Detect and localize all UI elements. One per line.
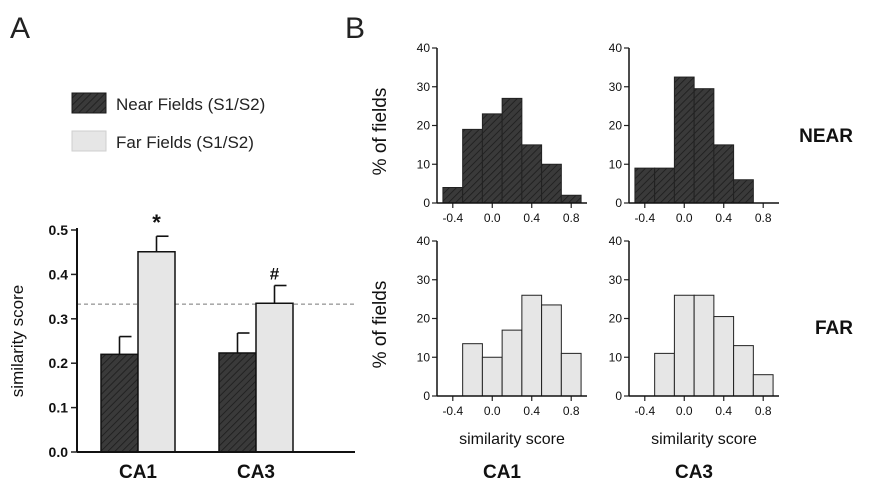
a-bar [255,302,294,453]
a-significance-marker: * [152,210,161,235]
b-x-tick-label: 0.0 [676,404,693,418]
b-x-axis-label: similarity score [459,431,565,448]
b-y-tick-label: 30 [417,80,431,94]
b-hist-bar [752,374,774,397]
a-y-tick-label: 0.1 [49,400,69,416]
b-y-tick-label: 40 [609,41,623,55]
b-y-tick-label: 20 [609,312,623,326]
a-category-label: CA1 [119,462,157,483]
b-x-tick-label: -0.4 [634,404,655,418]
b-hist-bar [733,179,754,204]
b-hist-bar [713,316,735,397]
b-y-tick-label: 20 [417,119,431,133]
b-x-tick-label: 0.8 [563,211,580,225]
b-hist-bar [693,88,715,204]
a-bar [137,251,176,453]
panel-b-label: B [345,12,365,45]
b-hist-bar [481,356,503,397]
a-y-tick-label: 0.4 [49,266,69,282]
b-x-tick-label: 0.4 [715,211,732,225]
b-y-tick-label: 10 [417,350,431,364]
chart-a: 0.0 0.1 0.2 0.3 0.4 0.5 similarity score * CA1 # C… [8,210,355,483]
b-x-tick-label: -0.4 [634,211,655,225]
b-hist-bar [442,187,464,204]
b-x-tick-label: 0.4 [715,404,732,418]
b-hist-bar [693,294,715,397]
b-hist-bar [560,352,582,397]
b-hist-bar [634,167,656,204]
legend-swatch-far [71,130,107,152]
b-y-tick-label: 40 [417,41,431,55]
b-x-tick-label: 0.4 [523,211,540,225]
b-hist-bar [501,329,523,397]
a-significance-marker: # [270,265,280,284]
b-y-tick-label: 0 [423,389,430,403]
b-x-tick-label: -0.4 [442,404,463,418]
b-hist-bar [501,97,523,204]
b-y-tick-label: 0 [615,389,622,403]
row-label-far: FAR [815,318,853,339]
b-hist-bar [541,304,562,397]
b-y-tick-label: 40 [417,234,431,248]
legend-label-near: Near Fields (S1/S2) [116,95,265,114]
a-bar [100,353,139,453]
a-bar [218,352,257,453]
legend-label-far: Far Fields (S1/S2) [116,133,254,152]
b-x-tick-label: -0.4 [442,211,463,225]
b-y-tick-label: 0 [423,196,430,210]
b-x-tick-label: 0.0 [484,404,501,418]
b-x-tick-label: 0.4 [523,404,540,418]
b-x-tick-label: 0.0 [676,211,693,225]
b-hist-bar [462,343,483,397]
b-y-axis-label: % of fields [370,88,391,176]
b-hist-bar [462,128,483,204]
b-x-tick-label: 0.8 [755,404,772,418]
b-hist-bar [521,144,543,204]
a-y-tick-label: 0.5 [49,222,69,238]
b-x-tick-label: 0.8 [563,404,580,418]
b-x-tick-label: 0.0 [484,211,501,225]
b-hist-bar [541,163,562,204]
b-hist-bar [713,144,735,204]
b-y-tick-label: 30 [417,273,431,287]
b-y-tick-label: 40 [609,234,623,248]
row-label-near: NEAR [799,126,853,147]
b-hist-bar [481,113,503,204]
b-hist-bar [673,294,695,397]
b-y-tick-label: 30 [609,273,623,287]
b-y-tick-label: 30 [609,80,623,94]
b-x-tick-label: 0.8 [755,211,772,225]
b-y-tick-label: 20 [609,119,623,133]
b-hist-bar [560,194,582,204]
b-hist-bar [673,76,695,204]
a-y-tick-label: 0.3 [49,311,69,327]
b-x-axis-label: similarity score [651,431,757,448]
b-hist-bar [521,294,543,397]
column-label-ca3: CA3 [675,462,713,483]
a-y-axis-label: similarity score [8,285,27,397]
a-category-label: CA3 [237,462,275,483]
b-y-axis-label: % of fields [370,281,391,369]
panel-a-label: A [10,12,30,45]
b-y-tick-label: 10 [609,350,623,364]
b-y-tick-label: 10 [609,157,623,171]
column-label-ca1: CA1 [483,462,521,483]
a-y-tick-label: 0.0 [49,444,69,460]
b-y-tick-label: 10 [417,157,431,171]
b-y-tick-label: 20 [417,312,431,326]
b-hist-bar [654,352,675,397]
legend-swatch-near [71,92,107,114]
b-y-tick-label: 0 [615,196,622,210]
chart-b-histograms: 0 10 20 30 40 -0.4 0.0 0.4 0.8 % of fields 0 10 20 30… [370,41,779,448]
b-hist-bar [654,167,675,204]
b-hist-bar [733,345,754,397]
a-y-tick-label: 0.2 [49,355,69,371]
